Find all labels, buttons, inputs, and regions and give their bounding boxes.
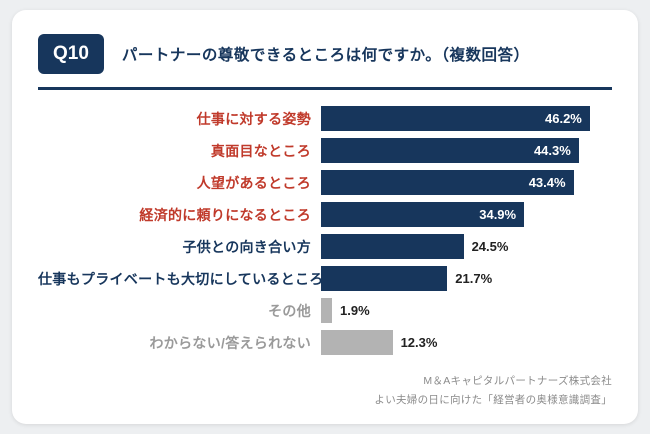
bar-row: わからない/答えられない 12.3% — [38, 330, 612, 355]
bar-row: 仕事もプライベートも大切にしているところ 21.7% — [38, 266, 612, 291]
bar-row: 真面目なところ 44.3% — [38, 138, 612, 163]
bar-label: 真面目なところ — [210, 142, 311, 159]
bar — [321, 298, 333, 323]
bar-track: 44.3% — [321, 138, 612, 163]
bar: 43.4% — [321, 170, 574, 195]
bar-value: 1.9% — [340, 303, 370, 318]
bar-value: 12.3% — [400, 335, 438, 350]
bar-row: 子供との向き合い方 24.5% — [38, 234, 612, 259]
source-credit: M＆Aキャピタルパートナーズ株式会社 よい夫婦の日に向けた「経営者の奥様意識調査… — [374, 372, 612, 410]
source-line-2: よい夫婦の日に向けた「経営者の奥様意識調査」 — [374, 394, 612, 407]
bar-label: 経済的に頼りになるところ — [139, 206, 311, 223]
chart-header: Q10 パートナーの尊敬できるところは何ですか。（複数回答） — [12, 10, 638, 74]
bar-value: 21.7% — [455, 271, 493, 286]
bar-track: 12.3% — [321, 330, 612, 355]
bar: 44.3% — [321, 138, 579, 163]
bar-track: 43.4% — [321, 170, 612, 195]
source-line-1: M＆Aキャピタルパートナーズ株式会社 — [423, 375, 612, 388]
bar: 46.2% — [321, 106, 590, 131]
bar-value: 24.5% — [471, 239, 509, 254]
bar-value: 43.4% — [528, 175, 566, 190]
bar-label: わからない/答えられない — [149, 334, 311, 351]
bar-track: 1.9% — [321, 298, 612, 323]
bar-row: その他 1.9% — [38, 298, 612, 323]
bar-track: 34.9% — [321, 202, 612, 227]
bar-value: 34.9% — [479, 207, 517, 222]
question-number-badge: Q10 — [38, 34, 104, 74]
bar — [321, 330, 393, 355]
chart-card: Q10 パートナーの尊敬できるところは何ですか。（複数回答） 仕事に対する姿勢 4… — [12, 10, 638, 424]
bar-label: 仕事もプライベートも大切にしているところ — [38, 270, 324, 287]
bar-track: 24.5% — [321, 234, 612, 259]
bar-value: 44.3% — [533, 143, 571, 158]
bar: 34.9% — [321, 202, 525, 227]
bar-row: 経済的に頼りになるところ 34.9% — [38, 202, 612, 227]
bar — [321, 266, 448, 291]
bar-row: 仕事に対する姿勢 46.2% — [38, 106, 612, 131]
bar-track: 46.2% — [321, 106, 612, 131]
question-title: パートナーの尊敬できるところは何ですか。（複数回答） — [121, 47, 530, 64]
bar-track: 21.7% — [321, 266, 612, 291]
bar-row: 人望があるところ 43.4% — [38, 170, 612, 195]
bar-chart: 仕事に対する姿勢 46.2% 真面目なところ 44.3% 人望があるところ 43.4% 経済… — [12, 90, 638, 355]
bar-label: 仕事に対する姿勢 — [196, 110, 311, 127]
header-underline — [38, 87, 612, 90]
bar-label: 人望があるところ — [196, 174, 311, 191]
bar — [321, 234, 464, 259]
bar-label: その他 — [268, 302, 311, 319]
bar-value: 46.2% — [545, 111, 582, 126]
bar-label: 子供との向き合い方 — [182, 238, 311, 255]
